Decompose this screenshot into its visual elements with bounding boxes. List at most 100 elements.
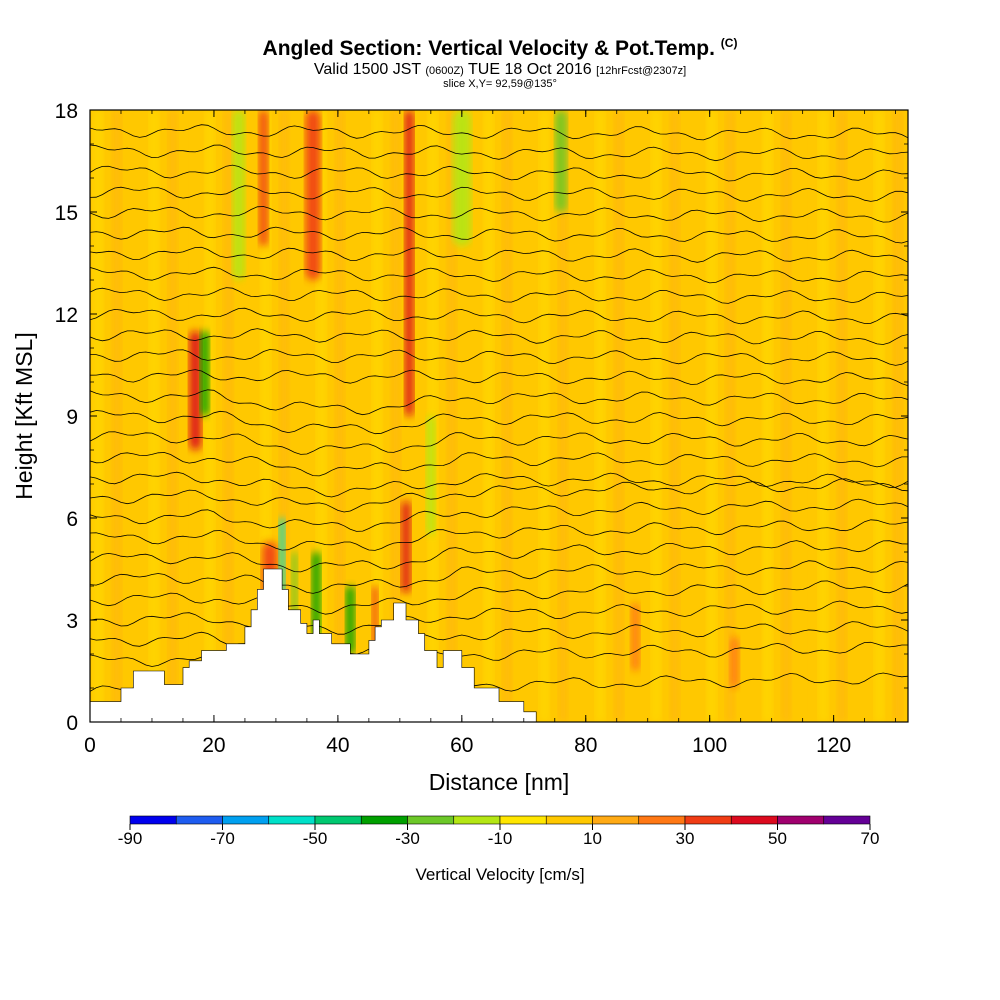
texture-band: [706, 110, 717, 722]
velocity-feature: [554, 110, 568, 212]
texture-band: [409, 110, 420, 722]
y-tick-label: 6: [66, 508, 78, 531]
colorbar-bin: [129, 815, 177, 825]
y-tick-label: 15: [55, 202, 78, 225]
contour-line: [90, 369, 908, 387]
contour-line: [90, 540, 908, 573]
colorbar-label: -70: [210, 829, 235, 848]
texture-band: [576, 110, 587, 722]
chart-title: Angled Section: Vertical Velocity & Pot.…: [0, 36, 1000, 61]
texture-band: [595, 110, 606, 722]
contour-line: [90, 349, 908, 366]
velocity-feature: [199, 331, 210, 416]
velocity-feature: [311, 552, 321, 637]
plot-area: [90, 110, 908, 722]
contour-line: [90, 600, 908, 635]
y-tick-label: 3: [66, 610, 78, 633]
colorbar: -90 -70 -50 -30 -10 10 30 50 70: [118, 815, 880, 848]
potential-temperature-contours: [90, 124, 908, 705]
texture-band: [558, 110, 569, 722]
x-axis-title: Distance [nm]: [429, 769, 570, 795]
texture-band: [651, 110, 662, 722]
texture-band: [149, 110, 160, 722]
colorbar-label: -30: [395, 829, 420, 848]
y-tick-label: 18: [55, 100, 78, 123]
colorbar-bin: [175, 815, 223, 825]
y-axis-title: Height [Kft MSL]: [11, 332, 37, 499]
contour-line: [90, 185, 908, 202]
x-tick-label: 80: [574, 734, 597, 757]
texture-band: [372, 110, 383, 722]
contour-line: [90, 328, 908, 345]
texture-band: [502, 110, 513, 722]
texture-band: [297, 110, 308, 722]
colorbar-label: -10: [488, 829, 513, 848]
texture-band: [818, 110, 829, 722]
contour-line: [90, 144, 908, 162]
contour-line: [90, 389, 908, 416]
texture-band: [669, 110, 680, 722]
velocity-feature: [401, 501, 411, 593]
texture-band: [167, 110, 178, 722]
velocity-feature: [426, 416, 436, 535]
contour-line: [90, 124, 908, 141]
colorbar-bin: [638, 815, 686, 825]
contour-line: [90, 206, 908, 223]
velocity-feature: [232, 110, 245, 280]
velocity-feature: [189, 331, 202, 450]
velocity-feature: [258, 110, 269, 246]
texture-band: [483, 110, 494, 722]
colorbar-bin: [453, 815, 501, 825]
chart-title-text: Angled Section: Vertical Velocity & Pot.…: [262, 37, 715, 60]
texture-band: [781, 110, 792, 722]
x-tick-label: 40: [326, 734, 349, 757]
contour-line: [90, 498, 908, 532]
contour-line: [90, 266, 908, 284]
contour-line: [90, 452, 908, 477]
slice-info: slice X,Y= 92,59@135°: [443, 78, 557, 90]
texture-band: [260, 110, 271, 722]
texture-band: [632, 110, 643, 722]
y-tick-label: 12: [55, 304, 78, 327]
texture-band: [111, 110, 122, 722]
colorbar-label: 70: [861, 829, 880, 848]
colorbar-bin: [360, 815, 408, 825]
texture-band: [613, 110, 624, 722]
colorbar-label: 50: [768, 829, 787, 848]
texture-band: [316, 110, 327, 722]
texture-band: [539, 110, 550, 722]
texture-band: [427, 110, 438, 722]
texture-band: [743, 110, 754, 722]
contour-line: [90, 164, 908, 182]
texture-band: [204, 110, 215, 722]
colorbar-label: -90: [118, 829, 143, 848]
velocity-feature: [345, 586, 355, 654]
colorbar-bin: [545, 815, 593, 825]
texture-band: [855, 110, 866, 722]
colorbar-bin: [407, 815, 455, 825]
terrain-mask: [90, 568, 537, 722]
texture-band: [762, 110, 773, 722]
texture-band: [892, 110, 903, 722]
colorbar-bin: [499, 815, 547, 825]
velocity-feature: [305, 110, 321, 280]
contour-line: [90, 307, 908, 325]
contour-line: [90, 478, 908, 513]
texture-band: [874, 110, 885, 722]
colorbar-bin: [592, 815, 640, 825]
contour-line: [90, 431, 908, 455]
texture-band: [242, 110, 253, 722]
texture-band: [688, 110, 699, 722]
texture-band: [390, 110, 401, 722]
velocity-feature: [729, 637, 740, 688]
colorbar-bin: [684, 815, 732, 825]
colorbar-bin: [222, 815, 270, 825]
contour-line: [90, 560, 908, 594]
valid-time: Valid 1500 JST: [313, 61, 421, 78]
colorbar-label: -50: [303, 829, 328, 848]
texture-band: [799, 110, 810, 722]
texture-band: [130, 110, 141, 722]
colorbar-label: 30: [676, 829, 695, 848]
x-axis: 0 20 40 60 80 100 120: [84, 110, 897, 757]
